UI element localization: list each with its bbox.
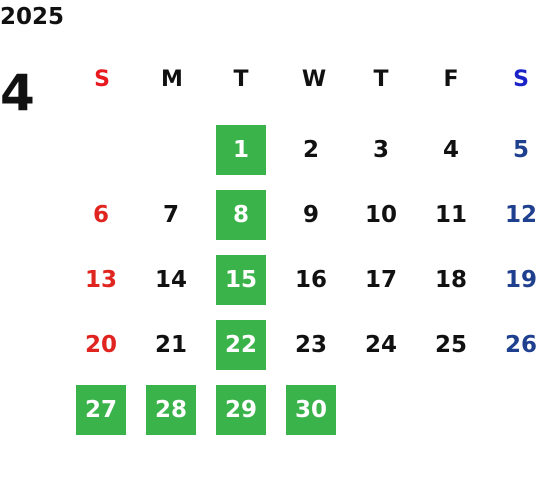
date-cell-21: 21 [154,332,187,358]
date-cell-10: 10 [364,202,397,228]
date-cell-13: 13 [84,267,117,293]
date-cell-8: 8 [216,190,266,240]
date-cell-16: 16 [294,267,327,293]
weekday-friday-header: F [443,67,459,92]
date-cell-26: 26 [504,332,537,358]
year-label: 2025 [0,4,65,30]
date-cell-9: 9 [302,202,319,228]
date-cell-14: 14 [154,267,187,293]
date-cell-15: 15 [216,255,266,305]
date-cell-12: 12 [504,202,537,228]
date-cell-19: 19 [504,267,537,293]
date-cell-22: 22 [216,320,266,370]
date-cell-6: 6 [92,202,109,228]
weekday-saturday-header: S [513,67,529,92]
date-cell-24: 24 [364,332,397,358]
date-cell-4: 4 [442,137,459,163]
weekday-wednesday-header: W [301,67,327,92]
date-cell-2: 2 [302,137,319,163]
date-cell-11: 11 [434,202,467,228]
month-number: 4 [0,64,35,122]
weekday-sunday-header: S [94,67,110,92]
date-cell-3: 3 [372,137,389,163]
date-cell-29: 29 [216,385,266,435]
date-cell-23: 23 [294,332,327,358]
date-cell-28: 28 [146,385,196,435]
date-cell-1: 1 [216,125,266,175]
date-cell-27: 27 [76,385,126,435]
date-cell-30: 30 [286,385,336,435]
weekday-tuesday-header: T [233,67,249,92]
date-cell-17: 17 [364,267,397,293]
date-cell-5: 5 [512,137,529,163]
date-cell-25: 25 [434,332,467,358]
date-cell-20: 20 [84,332,117,358]
weekday-monday-header: M [161,67,183,92]
weekday-thursday-header: T [373,67,389,92]
date-cell-18: 18 [434,267,467,293]
date-cell-7: 7 [162,202,179,228]
